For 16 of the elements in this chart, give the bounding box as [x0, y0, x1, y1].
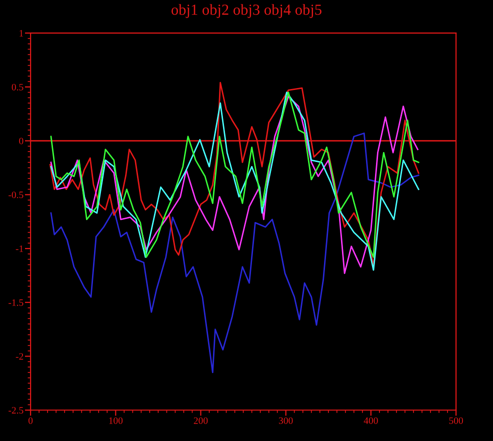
y-tick-label: -0.5	[8, 192, 24, 198]
y-tick-label: -1.5	[8, 299, 24, 306]
x-tick-label: 100	[109, 417, 123, 424]
y-tick-label: 0	[19, 138, 24, 144]
x-tick-label: 400	[364, 417, 378, 424]
y-tick-label: 1	[20, 30, 24, 36]
line-series	[50, 132, 420, 374]
y-tick-label: -1	[16, 245, 24, 252]
x-tick-label: 500	[449, 417, 463, 424]
y-tick-label: -2	[16, 353, 24, 360]
x-tick-label: 300	[279, 417, 293, 424]
x-tick-label: 0	[28, 417, 33, 424]
x-tick-label: 200	[194, 417, 208, 424]
chart-title: obj1 obj2 obj3 obj4 obj5	[172, 4, 322, 18]
y-tick-label: 0.5	[12, 84, 24, 90]
y-tick-label: -2.5	[8, 407, 24, 414]
